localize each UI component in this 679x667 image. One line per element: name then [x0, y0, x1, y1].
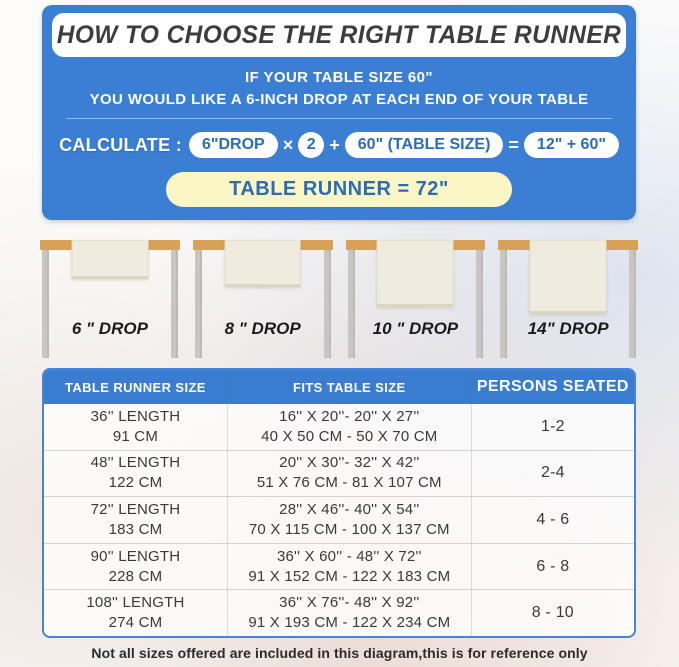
table-figure-14in-drop: 14" DROP — [498, 240, 638, 362]
persons-seated-cell: 2-4 — [540, 464, 565, 482]
table-row: 108'' LENGTH 274 CM 36'' X 76''- 48'' X … — [44, 589, 634, 636]
hero-subtitle-line2: YOU WOULD LIKE A 6-INCH DROP AT EACH END… — [89, 91, 589, 108]
table-row: 72'' LENGTH 183 CM 28'' X 46''- 40'' X 5… — [44, 496, 634, 543]
drop-illustrations: 6 " DROP 8 " DROP 10 " DROP 14" DROP — [40, 240, 638, 362]
fits-size-inches: 16'' X 20''- 20'' X 27'' — [279, 407, 420, 425]
table-figure-8in-drop: 8 " DROP — [192, 240, 333, 362]
runner-size-inches: 72'' LENGTH — [90, 500, 181, 518]
runner-size-cell: 108'' LENGTH 274 CM — [44, 590, 227, 636]
hero-subtitle-line1: IF YOUR TABLE SIZE 60" — [245, 69, 433, 86]
table-leg-right — [476, 250, 484, 358]
calculate-label: CALCULATE : — [59, 134, 183, 155]
table-row: 48'' LENGTH 122 CM 20'' X 30''- 32'' X 4… — [44, 449, 634, 497]
runner-size-inches: 108'' LENGTH — [86, 594, 185, 612]
equals-operator: = — [508, 135, 519, 155]
plus-operator: + — [329, 135, 340, 155]
header-runner-size: TABLE RUNNER SIZE — [64, 379, 206, 395]
runner-size-cell: 48'' LENGTH 122 CM — [44, 451, 227, 497]
table-leg-left — [500, 250, 508, 358]
persons-seated-cell: 1-2 — [540, 417, 565, 435]
table-leg-left — [42, 250, 49, 358]
runner-illustration — [224, 240, 302, 287]
drop-label: 6 " DROP — [71, 319, 148, 338]
header-fits-table-size: FITS TABLE SIZE — [226, 370, 472, 404]
size-chart-body: 36'' LENGTH 91 CM 16'' X 20''- 20'' X 27… — [44, 404, 634, 636]
fits-size-cm: 70 X 115 CM - 100 X 137 CM — [248, 520, 450, 538]
fits-size-cm: 40 X 50 CM - 50 X 70 CM — [261, 427, 438, 445]
table-row: 90'' LENGTH 228 CM 36'' X 60'' - 48'' X … — [44, 542, 634, 590]
header-persons-seated: PERSONS SEATED — [476, 378, 629, 395]
persons-seated-cell: 8 - 10 — [531, 604, 574, 622]
fits-size-cm: 91 X 193 CM - 122 X 234 CM — [248, 614, 451, 632]
fits-size-cell: 28'' X 46''- 40'' X 54'' 70 X 115 CM - 1… — [226, 497, 472, 543]
runner-illustration — [529, 240, 607, 314]
runner-size-cell: 72'' LENGTH 183 CM — [44, 497, 227, 543]
runner-size-cell: 36'' LENGTH 91 CM — [44, 404, 227, 450]
fits-size-inches: 36'' X 60'' - 48'' X 72'' — [276, 547, 422, 565]
persons-seated-cell: 6 - 8 — [536, 557, 570, 575]
runner-illustration — [376, 240, 454, 307]
drop-label: 10 " DROP — [372, 319, 459, 338]
runner-size-cm: 91 CM — [112, 427, 159, 445]
size-chart-header-row: TABLE RUNNER SIZE FITS TABLE SIZE PERSON… — [44, 370, 634, 404]
drop-label: 8 " DROP — [224, 319, 301, 338]
factor-two-pill: 2 — [298, 132, 325, 158]
fits-size-cm: 91 X 152 CM - 122 X 183 CM — [248, 567, 451, 585]
fits-size-cell: 20'' X 30''- 32'' X 42'' 51 X 76 CM - 81… — [226, 450, 472, 497]
table-leg-right — [170, 250, 178, 358]
table-figure-6in-drop: 6 " DROP — [40, 240, 180, 362]
fits-size-inches: 28'' X 46''- 40'' X 54'' — [279, 500, 420, 518]
fits-size-inches: 36'' X 76''- 48'' X 92'' — [279, 594, 420, 612]
fits-size-cell: 36'' X 76''- 48'' X 92'' 91 X 193 CM - 1… — [226, 590, 472, 636]
hero-card: HOW TO CHOOSE THE RIGHT TABLE RUNNER IF … — [42, 5, 636, 220]
runner-size-inches: 90'' LENGTH — [90, 547, 181, 565]
page-title: HOW TO CHOOSE THE RIGHT TABLE RUNNER — [56, 20, 622, 49]
table-size-pill: 60" (TABLE SIZE) — [344, 132, 504, 158]
runner-size-cm: 228 CM — [108, 567, 163, 585]
runner-illustration — [71, 240, 149, 279]
title-banner: HOW TO CHOOSE THE RIGHT TABLE RUNNER — [52, 13, 626, 57]
fits-size-cell: 16'' X 20''- 20'' X 27'' 40 X 50 CM - 50… — [226, 404, 472, 450]
size-chart-table: TABLE RUNNER SIZE FITS TABLE SIZE PERSON… — [42, 368, 636, 638]
fits-size-cm: 51 X 76 CM - 81 X 107 CM — [256, 474, 442, 492]
disclaimer-note: Not all sizes offered are included in th… — [91, 645, 588, 661]
runner-size-cm: 274 CM — [108, 614, 163, 632]
fits-size-cell: 36'' X 60'' - 48'' X 72'' 91 X 152 CM - … — [226, 543, 472, 590]
runner-size-cm: 183 CM — [108, 520, 163, 538]
multiply-operator: × — [282, 135, 294, 155]
table-leg-left — [194, 250, 202, 358]
table-leg-right — [629, 250, 636, 358]
runner-size-inches: 36'' LENGTH — [90, 407, 181, 425]
hero-divider — [65, 118, 613, 119]
table-row: 36'' LENGTH 91 CM 16'' X 20''- 20'' X 27… — [44, 404, 634, 450]
result-text: TABLE RUNNER = 72" — [229, 178, 449, 200]
runner-size-inches: 48'' LENGTH — [90, 454, 181, 472]
runner-size-cm: 122 CM — [108, 474, 163, 492]
sum-pill: 12" + 60" — [523, 132, 619, 158]
runner-size-cell: 90'' LENGTH 228 CM — [44, 544, 227, 590]
drop-value-pill: 6"DROP — [189, 132, 278, 158]
drop-label: 14" DROP — [527, 319, 609, 338]
result-pill: TABLE RUNNER = 72" — [166, 172, 512, 207]
table-leg-right — [323, 250, 331, 358]
persons-seated-cell: 4 - 6 — [536, 510, 570, 528]
calculation-row: CALCULATE : 6"DROP × 2 + 60" (TABLE SIZE… — [42, 129, 636, 161]
table-leg-left — [347, 250, 355, 358]
table-figure-10in-drop: 10 " DROP — [345, 240, 486, 362]
fits-size-inches: 20'' X 30''- 32'' X 42'' — [279, 454, 420, 472]
